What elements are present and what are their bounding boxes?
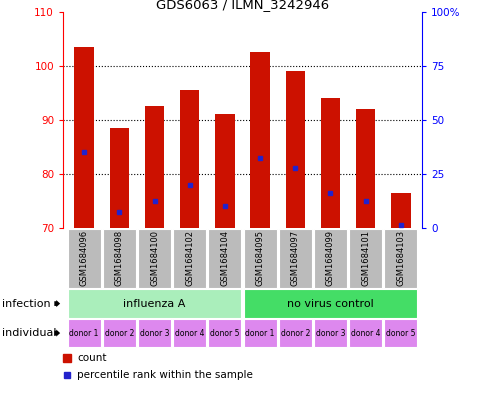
Bar [313,319,346,347]
Text: individual: individual [2,328,57,338]
Text: no virus control: no virus control [287,299,373,309]
Bar [109,128,129,228]
Text: count: count [77,353,106,363]
Bar [75,47,93,228]
Bar [243,229,276,288]
Text: GSM1684099: GSM1684099 [325,230,334,286]
Bar [215,114,234,228]
Text: donor 3: donor 3 [139,329,169,338]
Bar [180,90,199,228]
Text: GSM1684097: GSM1684097 [290,230,299,286]
Text: influenza A: influenza A [123,299,185,309]
Text: donor 1: donor 1 [245,329,274,338]
Text: GSM1684103: GSM1684103 [395,230,405,286]
Text: GSM1684095: GSM1684095 [255,230,264,286]
Bar [243,289,417,318]
Bar [138,319,171,347]
Bar [313,229,346,288]
Bar [103,319,136,347]
Bar [173,229,206,288]
Text: GSM1684104: GSM1684104 [220,230,229,286]
Title: GDS6063 / ILMN_3242946: GDS6063 / ILMN_3242946 [156,0,328,11]
Text: donor 5: donor 5 [210,329,239,338]
Text: GSM1684101: GSM1684101 [361,230,369,286]
Bar [173,319,206,347]
Bar [383,229,417,288]
Text: GSM1684102: GSM1684102 [185,230,194,286]
Bar [355,109,375,228]
Bar [383,319,417,347]
Text: donor 5: donor 5 [385,329,415,338]
Bar [250,52,269,228]
Bar [348,229,381,288]
Text: GSM1684096: GSM1684096 [79,230,89,286]
Text: infection: infection [2,299,51,309]
Text: donor 4: donor 4 [175,329,204,338]
Bar [138,229,171,288]
Bar [208,319,241,347]
Bar [278,229,311,288]
Text: percentile rank within the sample: percentile rank within the sample [77,370,253,380]
Bar [391,193,409,228]
Bar [320,98,339,228]
Text: GSM1684098: GSM1684098 [115,230,123,286]
Text: donor 3: donor 3 [315,329,345,338]
Bar [103,229,136,288]
Bar [208,229,241,288]
Text: donor 2: donor 2 [280,329,309,338]
Text: donor 1: donor 1 [69,329,99,338]
Bar [348,319,381,347]
Bar [67,229,101,288]
Text: GSM1684100: GSM1684100 [150,230,159,286]
Bar [67,319,101,347]
Bar [145,107,164,228]
Bar [285,71,304,228]
Bar [243,319,276,347]
Bar [278,319,311,347]
Text: donor 2: donor 2 [105,329,134,338]
Text: donor 4: donor 4 [350,329,379,338]
Bar [67,289,241,318]
